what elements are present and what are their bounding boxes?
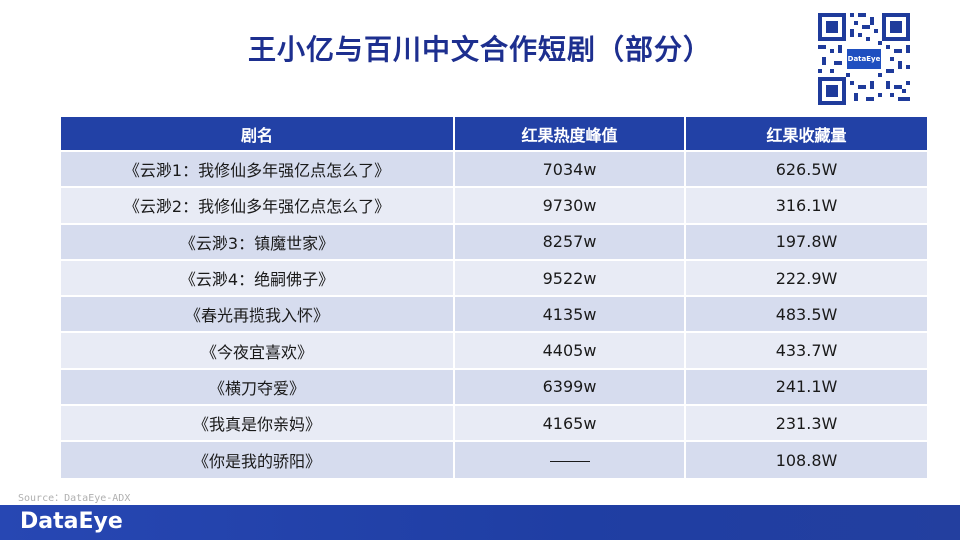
peak-heat: 9522w	[454, 258, 686, 297]
favorites: 197.8W	[685, 222, 927, 260]
table-row: 《你是我的骄阳》 108.8W	[61, 440, 927, 478]
peak-heat-empty	[454, 440, 686, 478]
drama-name: 《我真是你亲妈》	[61, 404, 455, 442]
table-header-row: 剧名 红果热度峰值 红果收藏量	[61, 117, 927, 151]
qr-code: DataEye	[818, 13, 910, 105]
favorites: 626.5W	[685, 149, 927, 188]
peak-heat: 4135w	[454, 295, 686, 333]
table-row: 《横刀夺爱》 6399w 241.1W	[61, 367, 927, 406]
footer-logo: DataEye	[20, 509, 123, 534]
favorites: 316.1W	[685, 186, 927, 224]
drama-table: 剧名 红果热度峰值 红果收藏量 《云渺1：我修仙多年强亿点怎么了》 7034w …	[61, 117, 927, 478]
header-favorites: 红果收藏量	[685, 117, 927, 151]
peak-heat: 6399w	[454, 367, 686, 406]
table-row: 《春光再揽我入怀》 4135w 483.5W	[61, 295, 927, 333]
favorites: 241.1W	[685, 367, 927, 406]
drama-name: 《云渺3：镇魔世家》	[61, 222, 455, 260]
page-title: 王小亿与百川中文合作短剧（部分）	[247, 33, 712, 66]
table-row: 《云渺1：我修仙多年强亿点怎么了》 7034w 626.5W	[61, 149, 927, 188]
drama-name: 《云渺4：绝嗣佛子》	[61, 258, 455, 297]
table-row: 《今夜宜喜欢》 4405w 433.7W	[61, 331, 927, 369]
table-row: 《云渺3：镇魔世家》 8257w 197.8W	[61, 222, 927, 260]
favorites: 483.5W	[685, 295, 927, 333]
drama-name: 《云渺2：我修仙多年强亿点怎么了》	[61, 186, 455, 224]
header-drama-name: 剧名	[61, 117, 455, 151]
favorites: 222.9W	[685, 258, 927, 297]
peak-heat: 7034w	[454, 149, 686, 188]
table-row: 《云渺4：绝嗣佛子》 9522w 222.9W	[61, 258, 927, 297]
drama-name: 《云渺1：我修仙多年强亿点怎么了》	[61, 149, 455, 188]
peak-heat: 4405w	[454, 331, 686, 369]
header-peak-heat: 红果热度峰值	[454, 117, 686, 151]
source-note: Source：DataEye-ADX	[18, 493, 131, 504]
qr-logo: DataEye	[847, 49, 881, 69]
drama-name: 《今夜宜喜欢》	[61, 331, 455, 369]
favorites: 231.3W	[685, 404, 927, 442]
favorites: 108.8W	[685, 440, 927, 478]
footer-bar	[0, 505, 960, 540]
drama-name: 《你是我的骄阳》	[61, 440, 455, 478]
drama-name: 《春光再揽我入怀》	[61, 295, 455, 333]
favorites: 433.7W	[685, 331, 927, 369]
drama-name: 《横刀夺爱》	[61, 367, 455, 406]
peak-heat: 8257w	[454, 222, 686, 260]
table-row: 《我真是你亲妈》 4165w 231.3W	[61, 404, 927, 442]
peak-heat: 4165w	[454, 404, 686, 442]
peak-heat: 9730w	[454, 186, 686, 224]
dash-placeholder	[549, 460, 590, 462]
table-row: 《云渺2：我修仙多年强亿点怎么了》 9730w 316.1W	[61, 186, 927, 224]
